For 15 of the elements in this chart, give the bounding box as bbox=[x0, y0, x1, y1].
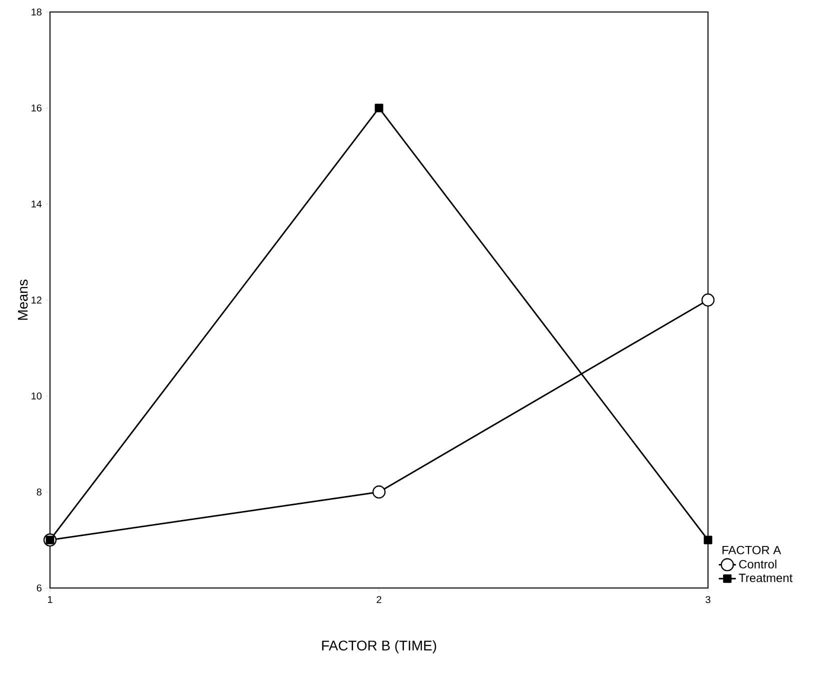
y-tick-label: 12 bbox=[32, 296, 42, 304]
y-tick-label: 8 bbox=[36, 488, 42, 496]
legend-title: FACTOR A bbox=[722, 546, 782, 554]
y-tick-label: 10 bbox=[32, 392, 42, 400]
legend-label: Treatment bbox=[738, 574, 793, 582]
y-tick-label: 14 bbox=[32, 200, 42, 208]
y-tick-label: 6 bbox=[36, 584, 42, 592]
y-tick-label: 16 bbox=[32, 104, 42, 112]
y-tick-label: 18 bbox=[32, 8, 42, 16]
x-tick-label: 1 bbox=[48, 596, 52, 603]
x-tick-label: 3 bbox=[706, 596, 710, 604]
x-axis-title: FACTOR B (TIME) bbox=[322, 640, 436, 654]
y-axis-title: Means bbox=[18, 280, 28, 320]
legend-label: Control bbox=[739, 560, 776, 568]
x-tick-label: 2 bbox=[376, 596, 382, 604]
